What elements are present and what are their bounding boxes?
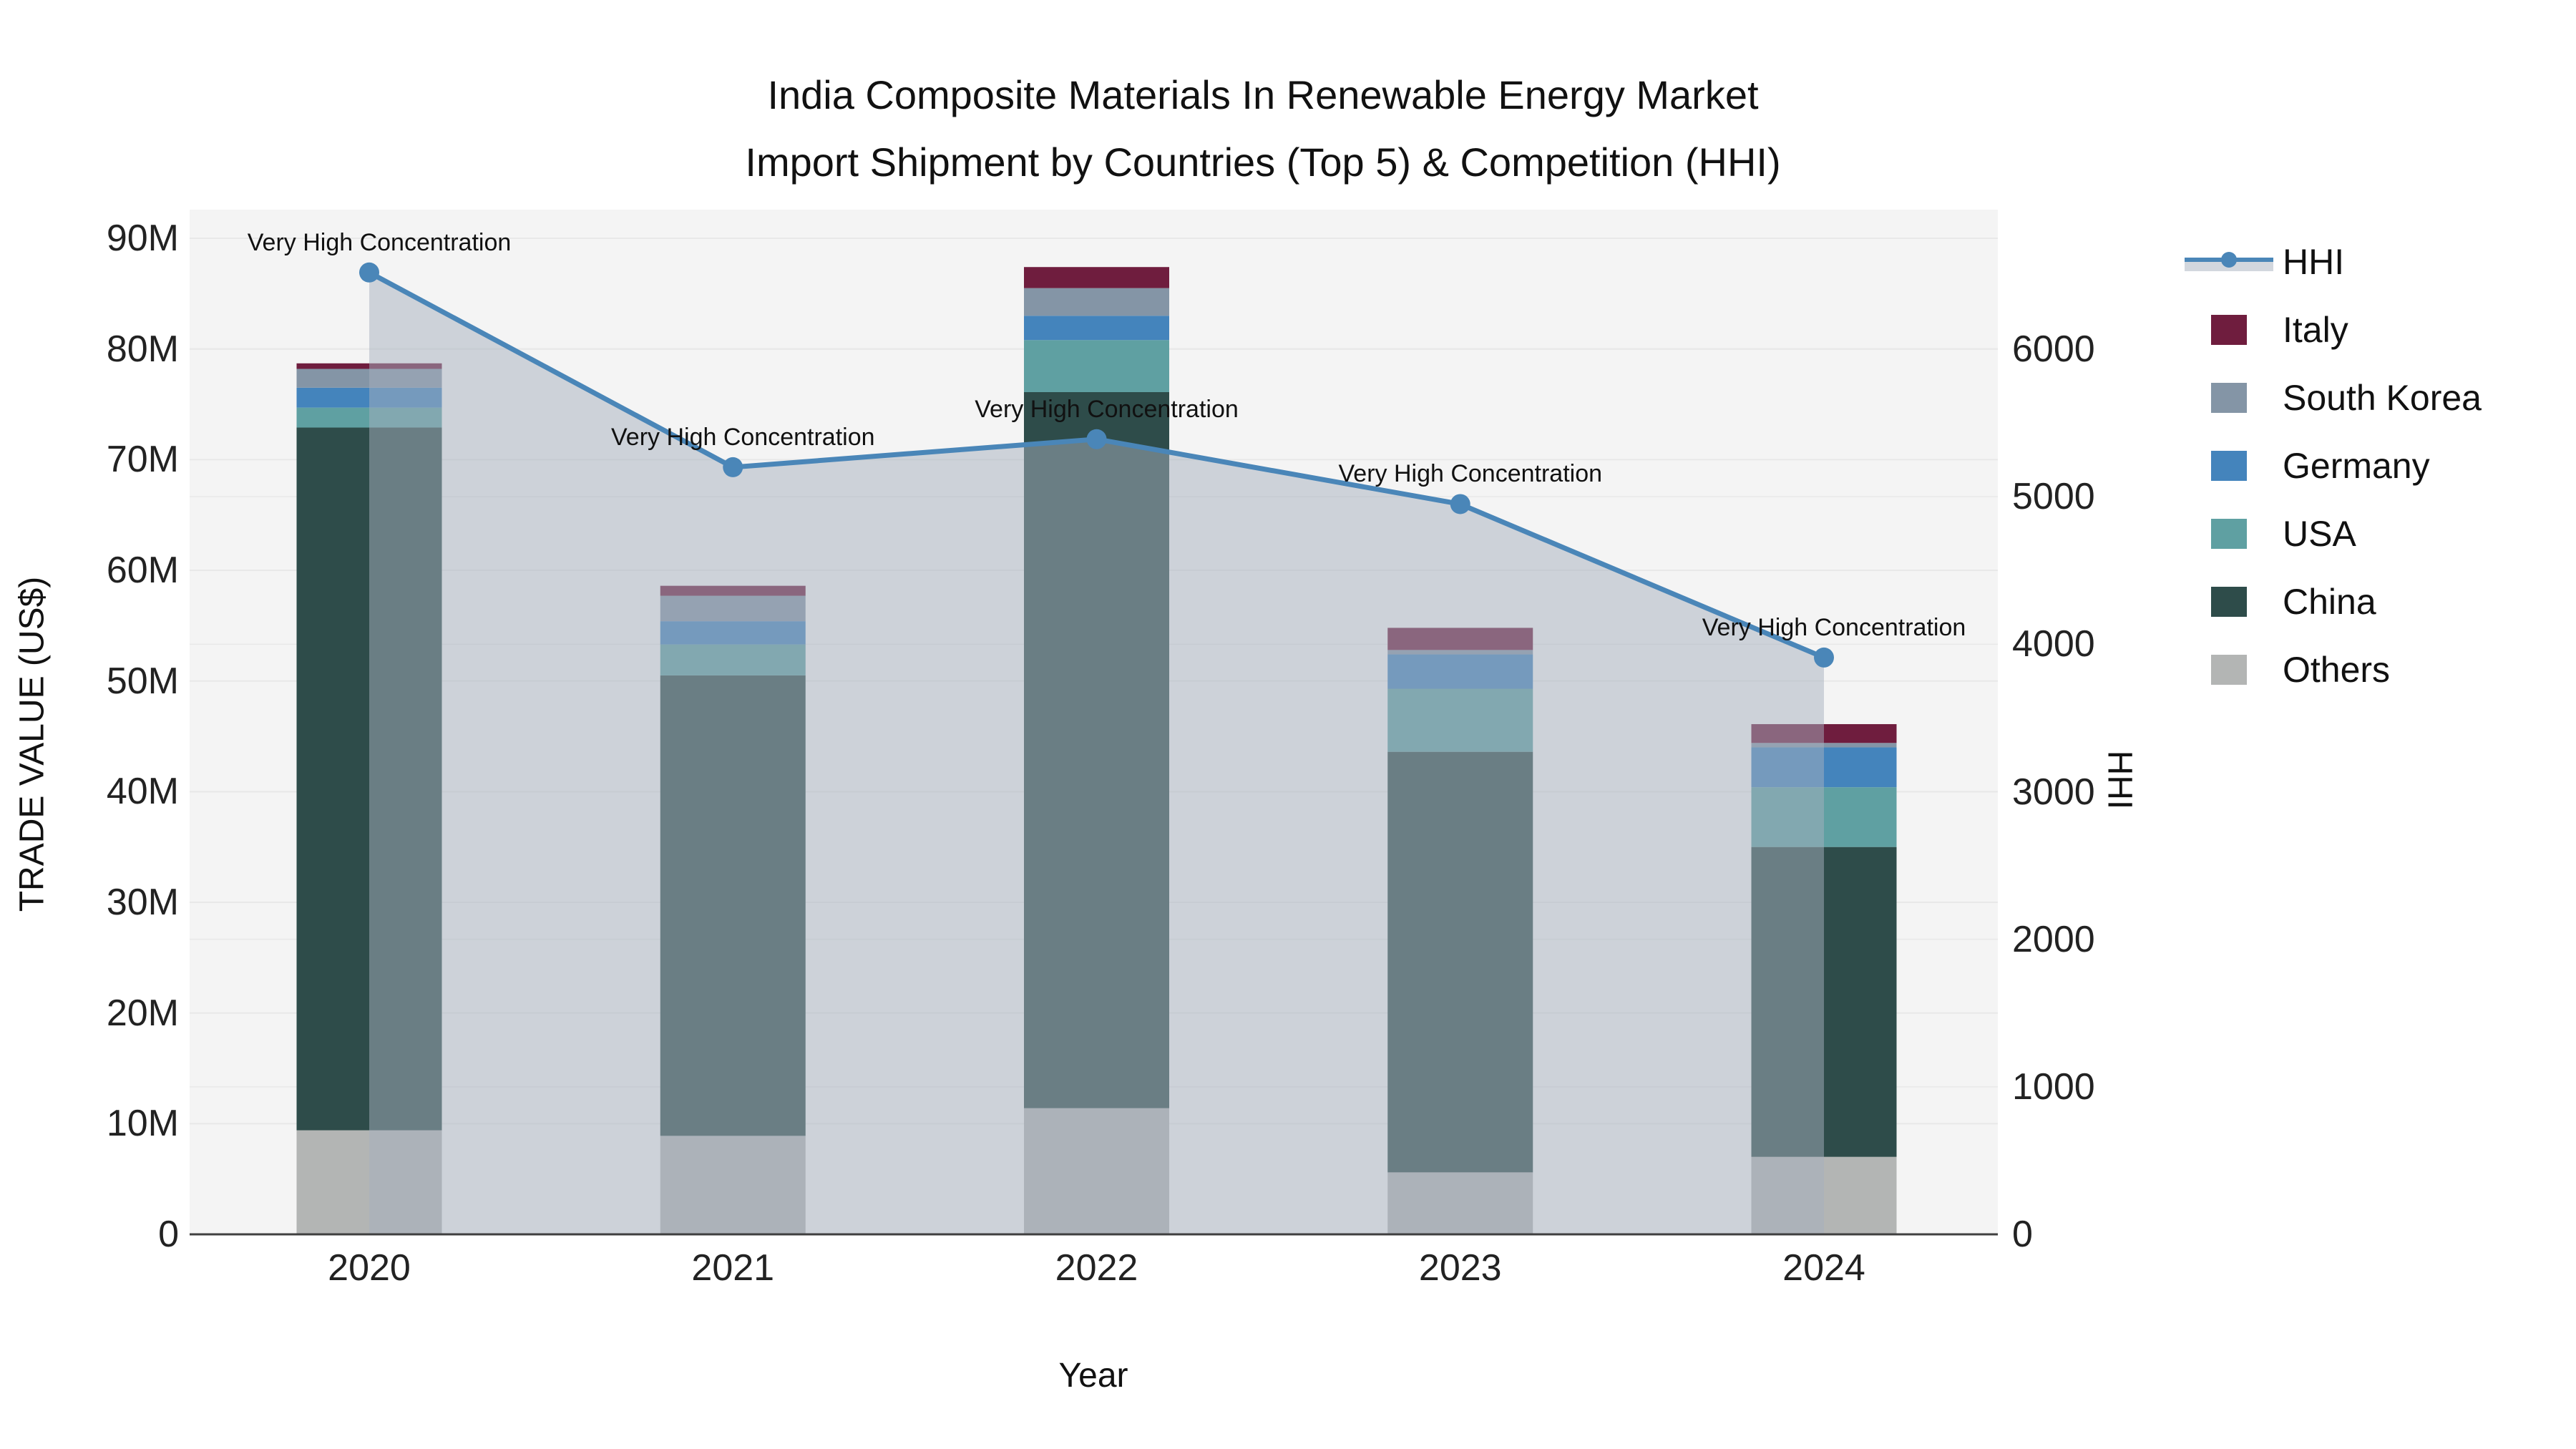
legend-swatch-icon [2175,382,2283,413]
y-right-tick-3000: 3000 [2012,771,2095,813]
x-tick-2021: 2021 [691,1247,775,1289]
annotation-2023: Very High Concentration [1338,460,1603,488]
y-left-tick-30M: 30M [106,882,179,923]
legend-item-italy[interactable]: Italy [2175,296,2576,364]
hhi-marker-2020[interactable] [359,262,379,283]
bar-segment-usa-2022[interactable] [1024,340,1169,392]
y-left-tick-0: 0 [158,1214,179,1255]
y-left-tick-20M: 20M [106,992,179,1034]
hhi-marker-2024[interactable] [1814,647,1834,668]
y-axis-right-title: HHI [2100,750,2139,810]
y-right-tick-4000: 4000 [2012,623,2095,665]
annotation-2021: Very High Concentration [610,423,875,451]
legend-item-south-korea[interactable]: South Korea [2175,364,2576,431]
legend-item-others[interactable]: Others [2175,635,2576,703]
annotation-2024: Very High Concentration [1702,613,1966,641]
y-left-tick-60M: 60M [106,550,179,591]
legend-item-hhi[interactable]: HHI [2175,228,2576,296]
legend-swatch-icon [2175,314,2283,345]
annotation-2020: Very High Concentration [247,228,512,256]
bar-segment-italy-2022[interactable] [1024,267,1169,288]
legend-label: China [2283,581,2376,622]
legend: HHI Italy South Korea Germany USA China Others [2175,228,2576,703]
y-right-tick-1000: 1000 [2012,1065,2095,1108]
annotation-2022: Very High Concentration [975,395,1239,423]
legend-label: Others [2283,649,2391,690]
legend-swatch-icon [2175,450,2283,481]
bar-segment-germany-2022[interactable] [1024,316,1169,341]
legend-swatch-icon [2175,586,2283,617]
y-right-tick-6000: 6000 [2012,328,2095,370]
legend-item-usa[interactable]: USA [2175,499,2576,567]
legend-swatch-icon [2175,518,2283,549]
legend-swatch-icon [2175,654,2283,685]
y-left-tick-50M: 50M [106,660,179,702]
hhi-marker-2023[interactable] [1450,494,1470,514]
legend-label: USA [2283,513,2356,554]
x-axis-title: Year [1058,1357,1128,1395]
y-left-tick-70M: 70M [106,439,179,481]
y-right-tick-2000: 2000 [2012,918,2095,960]
y-right-tick-0: 0 [2012,1214,2033,1255]
chart-title: India Composite Materials In Renewable E… [767,72,1759,117]
legend-label: HHI [2283,241,2345,282]
x-tick-2022: 2022 [1055,1247,1138,1289]
hhi-line-sample-icon [2175,244,2283,280]
hhi-marker-2021[interactable] [723,457,743,477]
legend-label: Germany [2283,445,2430,486]
y-left-tick-90M: 90M [106,218,179,259]
y-left-tick-80M: 80M [106,328,179,370]
x-tick-2023: 2023 [1418,1247,1502,1289]
legend-label: Italy [2283,309,2348,350]
x-tick-2020: 2020 [328,1247,411,1289]
legend-label: South Korea [2283,377,2482,418]
hhi-marker-2022[interactable] [1086,429,1107,449]
legend-item-china[interactable]: China [2175,567,2576,635]
chart-subtitle: Import Shipment by Countries (Top 5) & C… [745,140,1781,185]
legend-item-germany[interactable]: Germany [2175,431,2576,499]
y-right-tick-5000: 5000 [2012,476,2095,518]
y-left-tick-10M: 10M [106,1103,179,1145]
y-axis-left-title: TRADE VALUE (US$) [13,576,52,912]
bar-segment-south-korea-2022[interactable] [1024,288,1169,316]
x-tick-2024: 2024 [1782,1247,1865,1289]
y-left-tick-40M: 40M [106,771,179,813]
